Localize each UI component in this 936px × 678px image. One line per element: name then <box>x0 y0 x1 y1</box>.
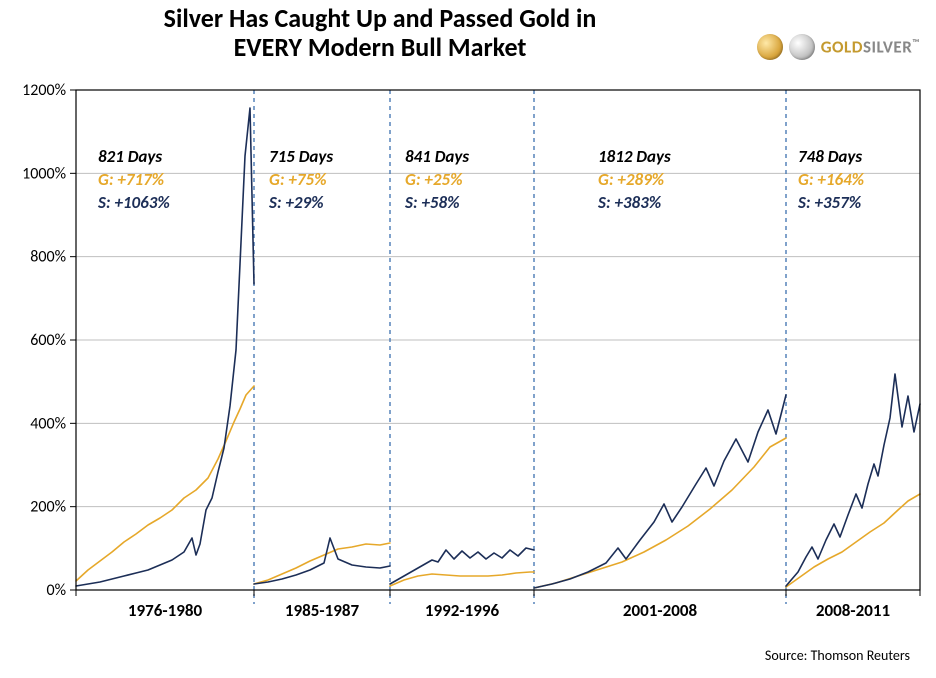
panel-annotation: 841 DaysG: +25%S: +58% <box>405 146 469 215</box>
svg-text:1992-1996: 1992-1996 <box>425 600 500 621</box>
anno-silver: S: +357% <box>798 192 864 215</box>
anno-silver: S: +58% <box>405 192 469 215</box>
anno-silver: S: +383% <box>598 192 671 215</box>
anno-gold: G: +289% <box>598 169 671 192</box>
chart-svg: 0% 200% 400% 600% 800% 1000% 1200% 1976-1980 198… <box>0 0 936 678</box>
panel-annotation: 1812 DaysG: +289%S: +383% <box>598 146 671 215</box>
svg-text:1985-1987: 1985-1987 <box>285 600 360 621</box>
anno-days: 841 Days <box>405 146 469 169</box>
anno-gold: G: +164% <box>798 169 864 192</box>
anno-days: 748 Days <box>798 146 864 169</box>
svg-text:400%: 400% <box>30 414 66 433</box>
chart-container: Silver Has Caught Up and Passed Gold in … <box>0 0 936 678</box>
anno-silver: S: +1063% <box>98 192 170 215</box>
anno-days: 715 Days <box>269 146 333 169</box>
svg-text:0%: 0% <box>46 581 66 600</box>
panel-annotation: 748 DaysG: +164%S: +357% <box>798 146 864 215</box>
svg-text:1000%: 1000% <box>22 164 66 183</box>
svg-text:800%: 800% <box>30 248 66 267</box>
svg-text:2008-2011: 2008-2011 <box>816 600 890 621</box>
anno-days: 821 Days <box>98 146 170 169</box>
svg-text:1976-1980: 1976-1980 <box>128 600 203 621</box>
svg-text:200%: 200% <box>30 498 66 517</box>
anno-gold: G: +25% <box>405 169 469 192</box>
panel-annotation: 715 DaysG: +75%S: +29% <box>269 146 333 215</box>
svg-text:1200%: 1200% <box>22 81 66 100</box>
anno-days: 1812 Days <box>598 146 671 169</box>
svg-text:600%: 600% <box>30 331 66 350</box>
source-text: Source: Thomson Reuters <box>765 647 910 664</box>
anno-silver: S: +29% <box>269 192 333 215</box>
anno-gold: G: +717% <box>98 169 170 192</box>
anno-gold: G: +75% <box>269 169 333 192</box>
panel-annotation: 821 DaysG: +717%S: +1063% <box>98 146 170 215</box>
svg-text:2001-2008: 2001-2008 <box>623 600 698 621</box>
